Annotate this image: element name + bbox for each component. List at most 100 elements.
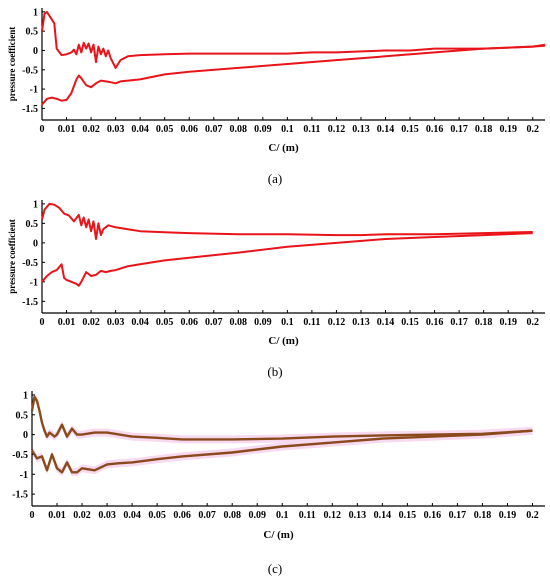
y-axis-label: pressure coefficient — [7, 27, 17, 101]
chart-panel-c: 0 0.01 0.02 0.03 0.04 0.05 0.06 0.07 0.08 0.09 0.1… — [12, 390, 545, 576]
y-tick-label: -1 — [20, 470, 28, 481]
x-tick-label: 0.04 — [123, 510, 141, 521]
x-tick-label: 0.18 — [475, 317, 493, 328]
y-tick-label: 1 — [33, 199, 38, 210]
x-tick-label: 0.06 — [180, 317, 198, 328]
x-tick-label: 0.15 — [399, 510, 417, 521]
x-tick-label: 0.01 — [58, 317, 76, 328]
panel-caption: (b) — [267, 364, 282, 379]
x-tick-label: 0.02 — [82, 317, 100, 328]
x-tick-label: 0.18 — [474, 510, 492, 521]
y-tick-label: 0 — [33, 238, 38, 249]
x-tick-label: 0.16 — [426, 317, 444, 328]
x-tick-label: 0.12 — [328, 124, 346, 135]
x-tick-label: 0.12 — [324, 510, 342, 521]
x-tick-label: 0.06 — [180, 124, 198, 135]
x-tick-label: 0.1 — [276, 510, 289, 521]
x-tick-label: 0.03 — [107, 124, 125, 135]
series-line-1 — [41, 202, 533, 240]
x-tick-label: 0.14 — [374, 510, 392, 521]
x-tick-label: 0 — [40, 124, 45, 135]
x-tick-label: 0 — [30, 510, 35, 521]
x-tick-label: 0.09 — [248, 510, 266, 521]
x-tick-label: 0.16 — [424, 510, 442, 521]
y-tick-label: 0 — [33, 46, 38, 57]
x-axis-label: C/ (m) — [268, 335, 299, 347]
series-line-2 — [41, 44, 546, 106]
panel-caption: (a) — [268, 171, 282, 186]
x-tick-label: 0.2 — [526, 124, 539, 135]
x-tick-label: 0.08 — [230, 317, 248, 328]
x-tick-label: 0.11 — [303, 124, 320, 135]
y-tick-label: -0.5 — [12, 450, 28, 461]
y-tick-label: -1 — [30, 277, 38, 288]
x-tick-label: 0.09 — [254, 124, 272, 135]
x-tick-label: 0.1 — [281, 317, 294, 328]
y-tick-label: -0.5 — [22, 65, 38, 76]
x-tick-label: 0.2 — [526, 510, 539, 521]
y-tick-label: 0.5 — [16, 410, 29, 421]
x-tick-label: 0.07 — [198, 510, 216, 521]
x-tick-label: 0.19 — [499, 510, 517, 521]
y-tick-label: -1.5 — [22, 297, 38, 308]
x-tick-label: 0.13 — [352, 317, 370, 328]
x-tick-label: 0.19 — [499, 317, 517, 328]
x-tick-label: 0.07 — [205, 124, 223, 135]
x-tick-label: 0.13 — [352, 124, 370, 135]
x-tick-label: 0.04 — [131, 124, 149, 135]
x-tick-label: 0.2 — [526, 317, 539, 328]
series-2-band — [32, 426, 533, 477]
x-tick-label: 0.05 — [156, 317, 174, 328]
x-tick-label: 0.11 — [303, 317, 320, 328]
x-tick-label: 0.15 — [401, 317, 419, 328]
x-tick-label: 0.14 — [377, 124, 395, 135]
series-line-1 — [30, 395, 533, 441]
x-tick-label: 0.01 — [58, 124, 76, 135]
y-tick-label: -1 — [30, 85, 38, 96]
x-tick-label: 0 — [40, 317, 45, 328]
y-tick-label: 1 — [33, 7, 38, 18]
x-tick-label: 0.02 — [73, 510, 91, 521]
series-1-band — [32, 392, 533, 444]
y-tick-label: -1.5 — [12, 490, 28, 501]
x-tick-label: 0.14 — [377, 317, 395, 328]
x-tick-label: 0.01 — [48, 510, 66, 521]
x-axis-label: C/ (m) — [263, 529, 294, 541]
x-tick-label: 0.04 — [131, 317, 149, 328]
x-tick-label: 0.19 — [499, 124, 517, 135]
x-tick-label: 0.1 — [281, 124, 294, 135]
x-tick-label: 0.03 — [98, 510, 116, 521]
chart-panel-a: 0 0.01 0.02 0.03 0.04 0.05 0.06 0.07 0.08 0.09 0.1… — [7, 7, 546, 186]
series-line-2 — [41, 232, 533, 287]
x-tick-label: 0.17 — [449, 510, 467, 521]
x-tick-label: 0.05 — [148, 510, 166, 521]
x-tick-label: 0.06 — [173, 510, 191, 521]
x-tick-label: 0.15 — [401, 124, 419, 135]
x-tick-label: 0.18 — [475, 124, 493, 135]
x-axis-label: C/ (m) — [268, 142, 299, 154]
x-tick-label: 0.08 — [223, 510, 241, 521]
series-line-2 — [30, 429, 533, 474]
y-tick-label: 0 — [23, 430, 28, 441]
x-tick-label: 0.07 — [205, 317, 223, 328]
x-tick-label: 0.17 — [450, 317, 468, 328]
x-tick-label: 0.13 — [349, 510, 367, 521]
series-line-1 — [41, 10, 546, 69]
y-tick-label: 1 — [23, 390, 28, 401]
y-tick-label: 0.5 — [26, 219, 39, 230]
y-axis-label: pressure coefficient — [7, 219, 17, 293]
x-tick-label: 0.17 — [450, 124, 468, 135]
x-tick-label: 0.16 — [426, 124, 444, 135]
x-tick-label: 0.09 — [254, 317, 272, 328]
chart-panel-b: 0 0.01 0.02 0.03 0.04 0.05 0.06 0.07 0.08 0.09 0.1… — [7, 199, 545, 379]
x-tick-label: 0.05 — [156, 124, 174, 135]
x-tick-label: 0.02 — [82, 124, 100, 135]
x-tick-label: 0.08 — [230, 124, 248, 135]
panel-caption: (c) — [268, 561, 282, 576]
y-tick-label: 0.5 — [26, 27, 39, 38]
x-tick-label: 0.03 — [107, 317, 125, 328]
y-tick-label: -0.5 — [22, 258, 38, 269]
y-tick-label: -1.5 — [22, 104, 38, 115]
x-tick-label: 0.11 — [299, 510, 316, 521]
